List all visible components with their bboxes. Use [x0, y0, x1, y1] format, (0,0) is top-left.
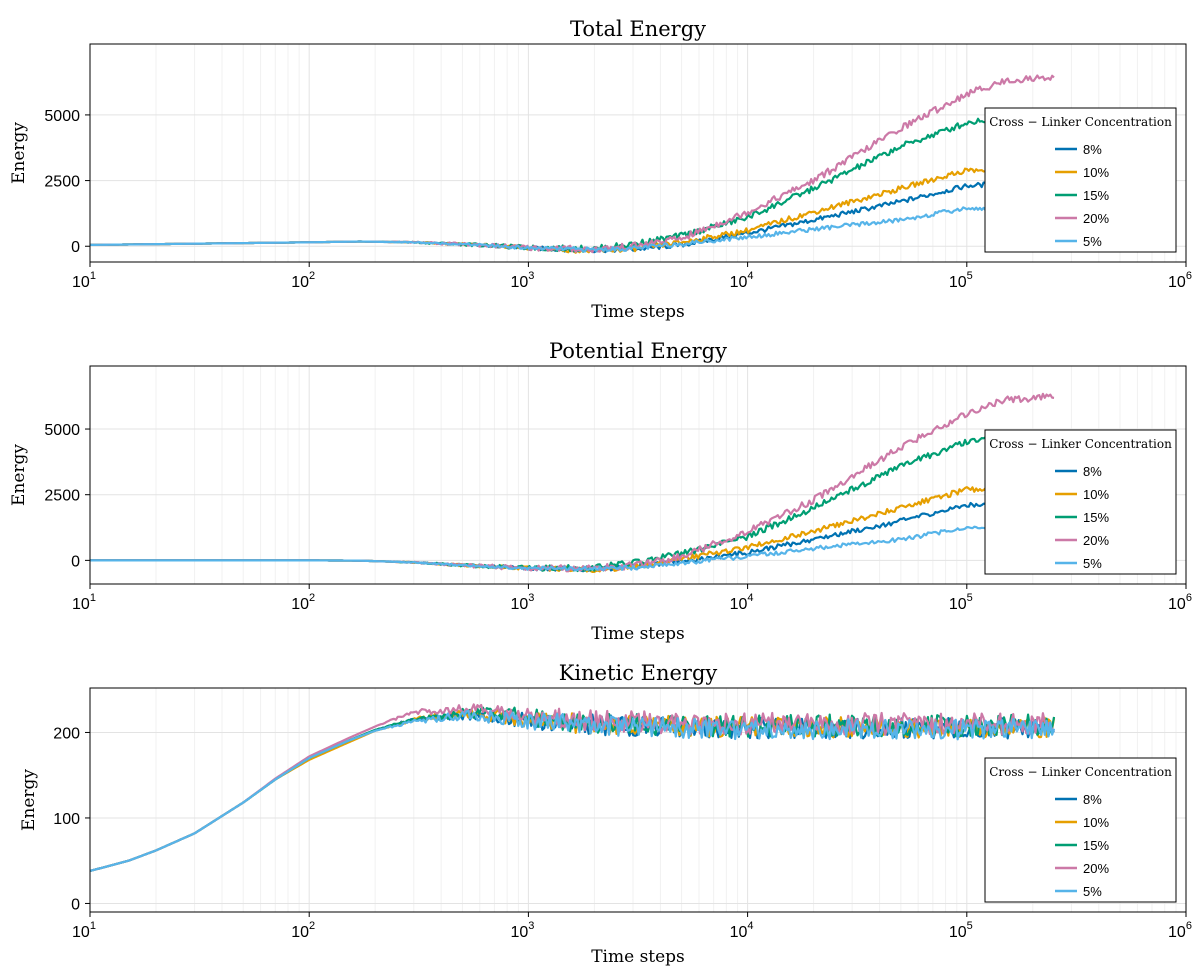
legend-label: 15% [1083, 838, 1109, 853]
series-line-5 [89, 206, 1055, 253]
y-tick-label: 0 [71, 553, 80, 570]
y-axis-label: Energy [9, 122, 29, 184]
plot-frame [89, 687, 1187, 913]
legend-item: 20% [1055, 211, 1109, 226]
legend-label: 5% [1083, 884, 1102, 899]
y-axis-label: Energy [19, 769, 39, 831]
x-tick-label: 106 [1168, 592, 1192, 613]
series-line-5 [89, 709, 1056, 873]
legend-item: 10% [1055, 487, 1109, 502]
legend-title: Cross − Linker Concentration [989, 437, 1172, 451]
y-tick-label: 0 [71, 896, 80, 913]
legend-item: 5% [1055, 884, 1102, 899]
y-tick-label: 0 [71, 239, 80, 256]
plot-frame [89, 365, 1187, 585]
legend-item: 15% [1055, 510, 1109, 525]
y-tick-label: 2500 [44, 174, 80, 191]
series-lines [90, 392, 1055, 574]
legend-item: 8% [1055, 792, 1102, 807]
x-axis-label: Time steps [591, 947, 685, 967]
legend-item: 20% [1055, 861, 1109, 876]
legend-item: 10% [1055, 815, 1109, 830]
legend-label: 8% [1083, 792, 1102, 807]
legend-label: 20% [1083, 211, 1109, 226]
chart-title: Potential Energy [549, 339, 727, 363]
x-tick-label: 103 [510, 270, 534, 291]
x-tick-label: 103 [510, 920, 534, 941]
legend-title: Cross − Linker Concentration [989, 765, 1172, 779]
y-tick-label: 200 [53, 725, 80, 742]
series-line-3 [89, 112, 1055, 253]
y-axis-label: Energy [9, 444, 29, 506]
x-tick-label: 102 [291, 592, 315, 613]
legend: Cross − Linker Concentration 8% 10% 15% 20% 5… [984, 429, 1177, 575]
y-tick-label: 5000 [44, 108, 80, 125]
legend-box [984, 429, 1177, 575]
y-tick-label: 2500 [44, 488, 80, 505]
legend-item: 15% [1055, 838, 1109, 853]
legend-label: 10% [1083, 815, 1109, 830]
legend-title: Cross − Linker Concentration [989, 115, 1172, 129]
legend-label: 8% [1083, 142, 1102, 157]
legend-label: 5% [1083, 556, 1102, 571]
legend-label: 10% [1083, 487, 1109, 502]
series-line-5 [90, 525, 1055, 572]
series-lines [89, 74, 1055, 254]
x-tick-label: 102 [291, 920, 315, 941]
series-line-1 [89, 179, 1055, 254]
series-line-3 [90, 432, 1055, 573]
legend-label: 10% [1083, 165, 1109, 180]
legend-label: 5% [1083, 234, 1102, 249]
x-tick-label: 101 [72, 270, 96, 291]
x-tick-label: 105 [949, 592, 973, 613]
x-tick-label: 105 [949, 920, 973, 941]
x-tick-label: 106 [1168, 920, 1192, 941]
x-tick-label: 106 [1168, 270, 1192, 291]
chart-panel-3: 101 102 103 104 105 106 0 100 200 Kinetic Energy T… [19, 661, 1192, 967]
legend-item: 20% [1055, 533, 1109, 548]
x-tick-label: 104 [730, 592, 754, 613]
legend-item: 5% [1055, 556, 1102, 571]
x-tick-label: 104 [730, 270, 754, 291]
legend-item: 8% [1055, 464, 1102, 479]
series-lines [89, 703, 1056, 873]
x-tick-label: 102 [291, 270, 315, 291]
legend-label: 20% [1083, 861, 1109, 876]
x-axis-label: Time steps [591, 302, 685, 322]
y-tick-label: 5000 [44, 422, 80, 439]
chart-panel-1: 101 102 103 104 105 106 0 2500 5000 Total Energy T… [9, 17, 1192, 322]
legend: Cross − Linker Concentration 8% 10% 15% 20% 5… [984, 107, 1177, 253]
chart-title: Total Energy [570, 17, 706, 41]
x-tick-label: 101 [72, 592, 96, 613]
legend-box [984, 107, 1177, 253]
chart-title: Kinetic Energy [559, 661, 718, 685]
series-line-2 [90, 486, 1055, 574]
legend-label: 20% [1083, 533, 1109, 548]
legend-box [984, 757, 1177, 903]
legend-item: 10% [1055, 165, 1109, 180]
legend-item: 8% [1055, 142, 1102, 157]
series-line-1 [89, 710, 1055, 873]
legend-item: 15% [1055, 188, 1109, 203]
x-tick-label: 104 [730, 920, 754, 941]
legend-item: 5% [1055, 234, 1102, 249]
series-line-2 [89, 165, 1055, 254]
x-tick-label: 103 [510, 592, 534, 613]
legend-label: 8% [1083, 464, 1102, 479]
chart-panel-2: 101 102 103 104 105 106 0 2500 5000 Potential Ene… [9, 339, 1192, 644]
x-tick-label: 101 [72, 920, 96, 941]
legend: Cross − Linker Concentration 8% 10% 15% 20% 5… [984, 757, 1177, 903]
legend-label: 15% [1083, 510, 1109, 525]
y-tick-label: 100 [53, 811, 80, 828]
series-line-4 [90, 392, 1055, 573]
x-tick-label: 105 [949, 270, 973, 291]
legend-label: 15% [1083, 188, 1109, 203]
plot-frame [89, 43, 1187, 263]
series-line-4 [89, 74, 1055, 254]
x-axis-label: Time steps [591, 624, 685, 644]
